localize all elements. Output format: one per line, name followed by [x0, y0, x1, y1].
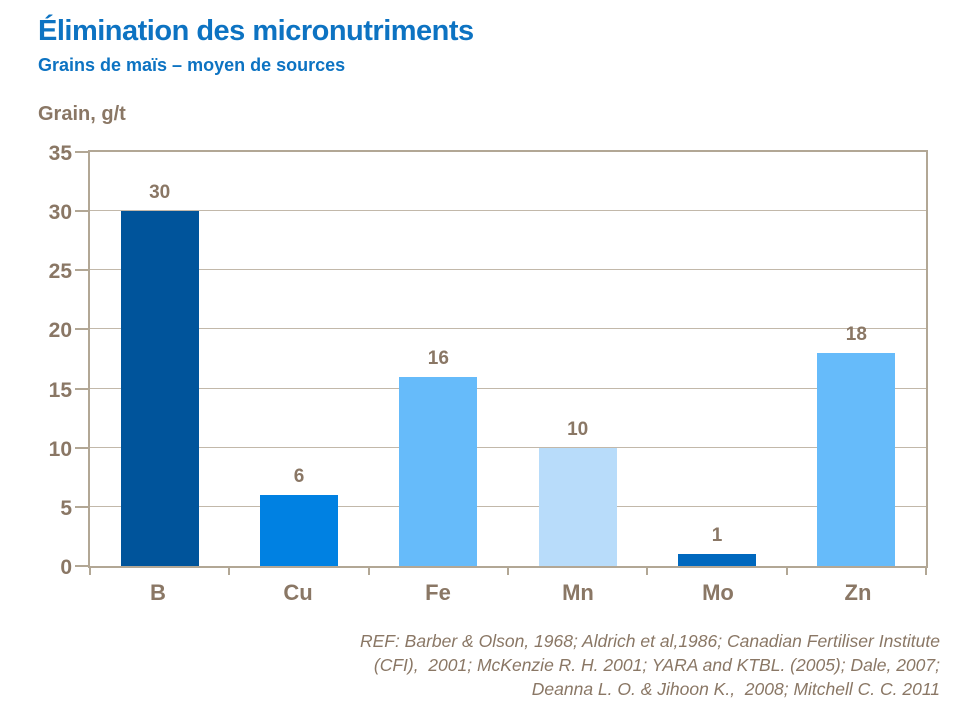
bar-Zn [817, 353, 896, 566]
bar-value-label: 6 [293, 466, 305, 488]
y-axis: 0 5 10 15 20 25 30 35 [0, 142, 72, 579]
bar-Mo [678, 554, 756, 566]
bar-value-label: 16 [427, 347, 449, 369]
bar-value-label: 18 [845, 324, 867, 346]
y-axis-title: Grain, g/t [38, 103, 126, 125]
y-tick-mark [75, 210, 88, 213]
x-tick-mark [89, 568, 91, 575]
x-category-label: Zn [844, 580, 872, 605]
x-category-label: Fe [425, 580, 451, 605]
gridline [90, 269, 926, 271]
y-tick-mark [75, 446, 88, 449]
y-tick-label: 15 [48, 378, 72, 402]
y-tick-label: 35 [48, 142, 72, 165]
gridline [90, 446, 926, 448]
reference-line: REF: Barber & Olson, 1968; Aldrich et al… [359, 631, 940, 651]
references: REF: Barber & Olson, 1968; Aldrich et al… [360, 629, 940, 701]
x-tick-mark [646, 568, 649, 575]
y-tick-mark [75, 387, 88, 390]
x-tick-mark [785, 568, 788, 575]
bar-Fe [399, 376, 478, 566]
x-tick-mark [507, 568, 509, 575]
y-tick-label: 20 [48, 319, 72, 343]
bar-Cu [260, 495, 338, 566]
plot-area: 30 6 16 10 1 18 [75, 150, 928, 575]
x-category-label: Mn [562, 580, 594, 605]
y-tick-mark [75, 269, 88, 272]
bar-value-label: 30 [149, 182, 171, 204]
reference-line: Deanna L. O. & Jihoon K., 2008; Mitchell… [531, 679, 940, 699]
y-tick-label: 25 [48, 260, 72, 284]
x-category-label: Mo [702, 580, 734, 605]
y-tick-mark [75, 328, 88, 331]
x-category-label: Cu [283, 580, 313, 605]
y-tick-mark [75, 505, 88, 508]
x-tick-mark [228, 568, 231, 575]
x-tick-mark [367, 568, 370, 575]
y-tick-label: 30 [48, 201, 72, 225]
reference-line: (CFI), 2001; McKenzie R. H. 2001; YARA a… [373, 655, 940, 675]
gridline [90, 505, 926, 507]
x-axis: B Cu Fe Mn Mo Zn [88, 580, 928, 606]
y-tick-mark [75, 151, 88, 153]
bar-value-label: 1 [711, 525, 723, 547]
bar-Mn [538, 447, 617, 566]
bar-value-label: 10 [567, 418, 589, 440]
x-category-label: B [150, 580, 166, 605]
y-tick-label: 5 [60, 496, 72, 520]
gridline [90, 210, 926, 212]
chart-subtitle: Grains de maïs – moyen de sources [38, 55, 346, 75]
y-tick-mark [75, 565, 88, 567]
y-tick-label: 10 [48, 437, 72, 461]
bar-B [120, 211, 199, 566]
y-tick-label: 0 [60, 556, 72, 579]
gridline [90, 328, 926, 330]
chart-title: Élimination des micronutriments [38, 15, 474, 47]
gridline [90, 387, 926, 389]
x-tick-mark [925, 568, 927, 575]
